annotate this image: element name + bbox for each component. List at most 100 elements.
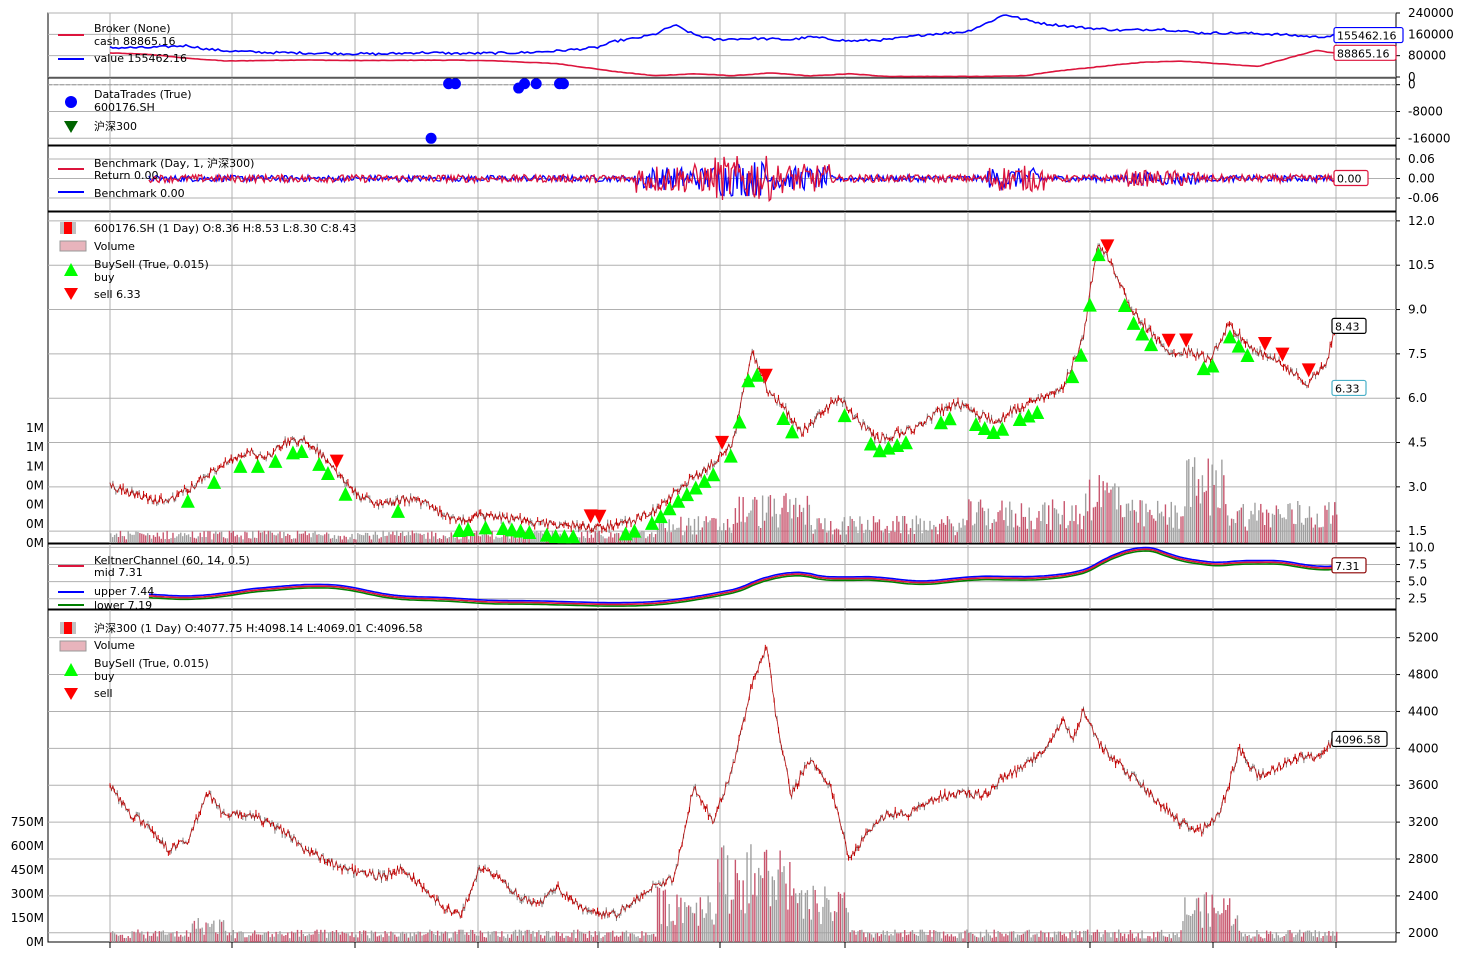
index-volume-bar	[874, 933, 877, 942]
index-volume-bar	[660, 924, 663, 942]
stock-volume-bar	[436, 539, 439, 543]
index-volume-bar	[339, 934, 342, 942]
index-vol-label-0: 750M	[11, 815, 44, 829]
stock-volume-bar	[791, 518, 793, 543]
index-volume-bar	[849, 932, 851, 942]
index-volume-bar	[1310, 932, 1313, 942]
index-volume-bar	[625, 930, 628, 942]
index-volume-bar	[783, 866, 785, 942]
index-volume-bar	[483, 936, 486, 942]
stock-volume-bar	[900, 533, 902, 543]
index-volume-bar	[582, 933, 585, 942]
index-volume-bar	[1232, 924, 1235, 942]
index-volume-bar	[433, 933, 435, 942]
index-volume-bar	[1195, 898, 1198, 942]
trades-ytick-label-1: -8000	[1408, 105, 1443, 119]
stock-volume-bar	[972, 525, 974, 543]
index-volume-bar	[436, 930, 439, 942]
index-volume-bar	[528, 929, 530, 942]
index-volume-bar	[1032, 934, 1034, 942]
stock-volume-bar	[1106, 482, 1108, 543]
index-volume-bar	[828, 899, 830, 942]
index-volume-bar	[812, 885, 814, 942]
index-volume-bar	[320, 929, 322, 942]
index-volume-bar	[847, 912, 849, 942]
stock-volume-bar	[1022, 516, 1025, 543]
index-volume-bar	[979, 931, 982, 942]
index-ytick-label-1: 4800	[1408, 668, 1439, 682]
stock-volume-bar	[931, 529, 933, 543]
index-volume-bar	[460, 929, 462, 942]
stock-volume-bar	[407, 531, 410, 543]
index-volume-bar	[734, 859, 737, 942]
index-volume-bar	[1265, 930, 1268, 942]
stock-volume-bar	[637, 534, 639, 543]
stock-volume-bar	[874, 522, 877, 543]
stock-volume-bar	[664, 528, 667, 543]
keltner-ytick-label-2: 5.0	[1408, 575, 1427, 589]
index-volume-bar	[985, 929, 988, 942]
index-volume-bar	[977, 937, 980, 942]
index-volume-bar	[273, 936, 275, 942]
stock-volume-bar	[399, 532, 402, 543]
stock-volume-bar	[333, 535, 336, 543]
index-volume-bar	[1215, 913, 1217, 942]
index-volume-bar	[937, 931, 939, 942]
stock-volume-bar	[464, 531, 466, 543]
stock-volume-bar	[960, 527, 962, 543]
index-volume-bar	[417, 931, 419, 942]
stock-volume-bar	[713, 517, 715, 543]
index-volume-bar	[113, 933, 116, 942]
stock-volume-bar	[150, 538, 153, 543]
index-volume-bar	[641, 931, 643, 942]
stock-volume-bar	[279, 531, 281, 543]
stock-buy-marker	[557, 529, 572, 544]
stock-volume-bar	[878, 519, 881, 543]
stock-volume-bar	[962, 518, 964, 543]
index-volume-bar	[269, 937, 271, 942]
stock-volume-bar	[213, 533, 215, 543]
stock-volume-bar	[538, 532, 540, 543]
index-volume-bar	[1047, 932, 1050, 942]
index-volume-bar	[656, 886, 659, 942]
index-volume-bar	[191, 923, 194, 942]
stock-volume-bar	[1316, 513, 1318, 543]
stock-volume-bar	[1032, 529, 1034, 543]
stock-volume-bar	[382, 530, 384, 543]
index-volume-bar	[744, 913, 746, 942]
index-volume-bar	[415, 934, 417, 942]
stock-volume-bar	[615, 532, 618, 543]
stock-legend-sell: sell 6.33	[94, 288, 141, 301]
index-volume-bar	[666, 926, 668, 942]
stock-volume-bar	[347, 539, 349, 543]
index-volume-bar	[931, 936, 933, 942]
stock-volume-bar	[312, 532, 314, 543]
stock-volume-bar	[355, 539, 357, 543]
stock-volume-bar	[682, 535, 684, 543]
index-volume-bar	[110, 932, 112, 942]
stock-volume-bar	[217, 533, 219, 543]
index-volume-bar	[232, 930, 234, 942]
index-volume-bar	[1336, 931, 1338, 942]
stock-volume-bar	[182, 536, 184, 543]
candle-legend-icon-red	[64, 222, 72, 234]
stock-volume-bar	[419, 533, 421, 543]
stock-volume-bar	[754, 496, 756, 543]
benchmark-ytick-label-2: -0.06	[1408, 191, 1439, 205]
index-volume-bar	[989, 935, 992, 942]
panels: 240000 160000 80000 0 Broker (None)cash 8886…	[11, 6, 1454, 949]
index-volume-bar	[545, 931, 548, 942]
stock-volume-bar	[1102, 481, 1104, 543]
index-volume-bar	[242, 932, 244, 942]
stock-volume-bar	[255, 537, 258, 543]
index-volume-bar	[1119, 932, 1122, 942]
stock-volume-bar	[911, 519, 914, 543]
stock-volume-bar	[796, 517, 799, 543]
index-volume-bar	[1149, 936, 1151, 942]
stock-volume-bar	[401, 531, 404, 543]
stock-volume-bar	[1003, 520, 1005, 543]
index-volume-bar	[752, 894, 754, 942]
index-panel: 5200 4800 4400 4000 3600 3200 2800 2400 2000 750M…	[11, 609, 1439, 949]
stock-volume-bar	[937, 534, 939, 543]
stock-volume-bar	[989, 529, 992, 543]
